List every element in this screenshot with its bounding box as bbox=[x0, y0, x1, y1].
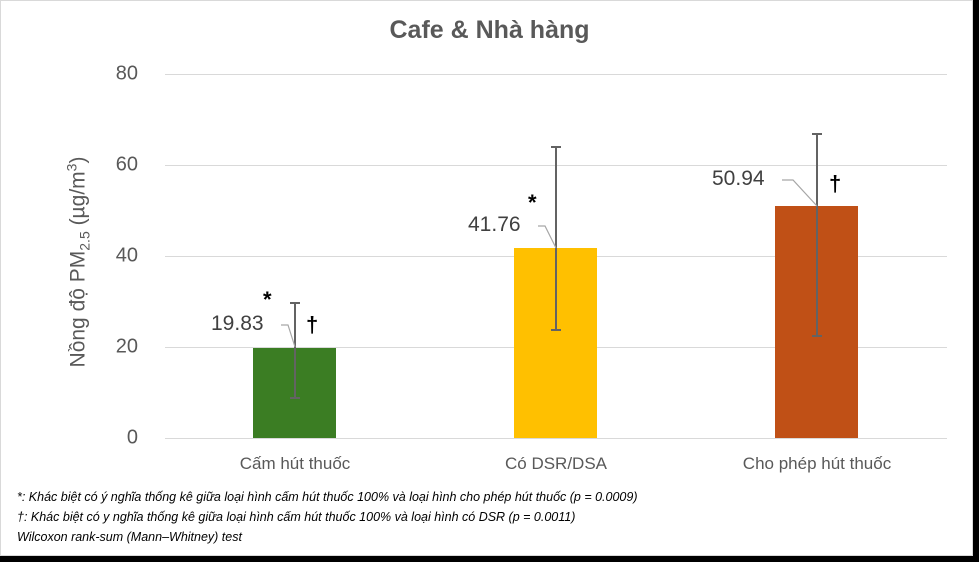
error-bar-2 bbox=[555, 146, 557, 330]
category-label-1: Cấm hút thuốc bbox=[239, 454, 351, 473]
y-tick-60: 60 bbox=[115, 153, 138, 176]
error-cap-top-3 bbox=[812, 133, 822, 135]
footnote-test: Wilcoxon rank-sum (Mann–Whitney) test bbox=[17, 530, 242, 544]
value-label-2: 41.76 bbox=[468, 213, 521, 236]
error-cap-bottom-1 bbox=[290, 397, 300, 399]
y-tick-40: 40 bbox=[115, 244, 138, 267]
dagger-mark-1: † bbox=[306, 312, 319, 337]
error-cap-top-2 bbox=[551, 146, 561, 148]
y-tick-80: 80 bbox=[115, 62, 138, 85]
error-cap-top-1 bbox=[290, 302, 300, 304]
gridline-80 bbox=[165, 74, 947, 75]
dagger-mark-3: † bbox=[829, 171, 842, 196]
star-mark-1: * bbox=[263, 287, 272, 312]
y-tick-0: 0 bbox=[126, 426, 138, 449]
category-label-3: Cho phép hút thuốc bbox=[742, 454, 892, 473]
y-tick-20: 20 bbox=[115, 335, 138, 358]
star-mark-2: * bbox=[528, 190, 537, 215]
chart-title: Cafe & Nhà hàng bbox=[389, 16, 590, 44]
value-label-1: 19.83 bbox=[211, 312, 264, 335]
gridline-0 bbox=[165, 438, 947, 439]
error-bar-1 bbox=[294, 302, 296, 398]
footnote-star: *: Khác biệt có ý nghĩa thống kê giữa lo… bbox=[17, 490, 638, 504]
value-label-3: 50.94 bbox=[712, 167, 765, 190]
footnote-dagger: †: Khác biệt có y nghĩa thống kê giữa lo… bbox=[17, 510, 576, 524]
error-cap-bottom-3 bbox=[812, 335, 822, 337]
error-bar-3 bbox=[816, 133, 818, 336]
category-label-2: Có DSR/DSA bbox=[504, 454, 608, 473]
error-cap-bottom-2 bbox=[551, 329, 561, 331]
